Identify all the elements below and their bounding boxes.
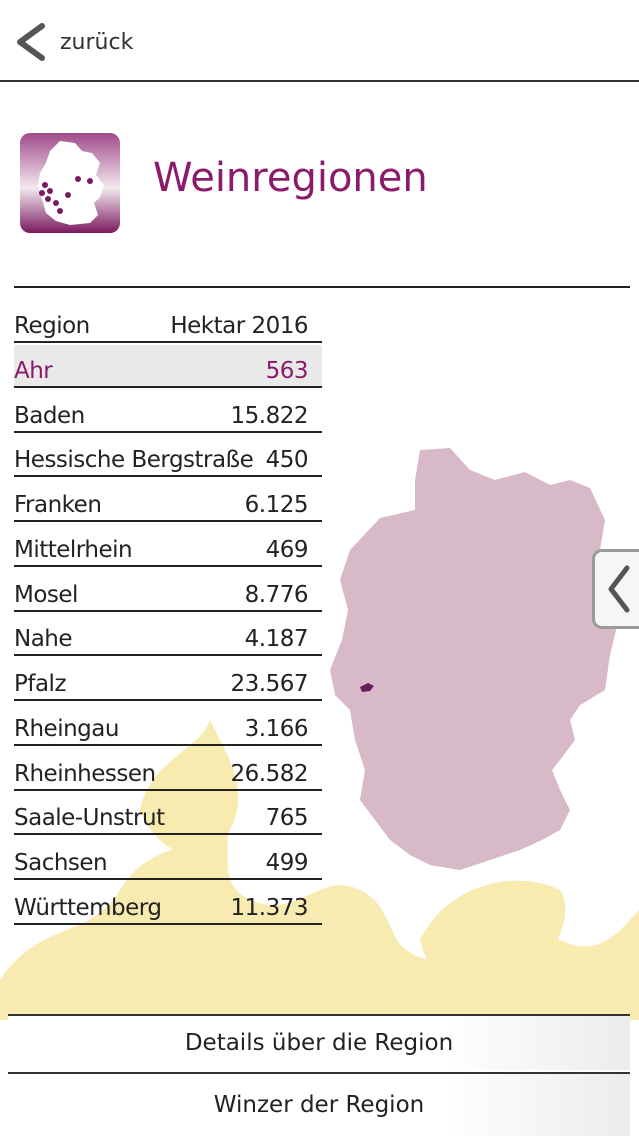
region-hectares: 26.582 (230, 760, 309, 787)
region-name: Württemberg (14, 894, 162, 921)
region-name: Ahr (14, 357, 53, 384)
table-row[interactable]: Rheinhessen 26.582 (14, 748, 322, 791)
top-bar: zurück (0, 0, 639, 82)
table-row[interactable]: Hessische Bergstraße 450 (14, 434, 322, 478)
table-row[interactable]: Württemberg 11.373 (14, 882, 322, 925)
region-name: Franken (14, 492, 102, 518)
region-name: Mosel (14, 581, 78, 608)
back-label: zurück (60, 29, 134, 55)
region-hectares: 6.125 (244, 492, 309, 518)
region-details-button[interactable]: Details über die Region (8, 1014, 630, 1070)
region-hectares: 450 (265, 447, 309, 474)
region-hectares: 765 (265, 805, 309, 832)
region-hectares: 499 (265, 850, 309, 876)
chevron-left-icon (17, 23, 45, 61)
region-name: Sachsen (14, 850, 108, 876)
table-row[interactable]: Baden 15.822 (14, 390, 322, 433)
region-name: Pfalz (14, 671, 67, 697)
region-hectares: 563 (265, 357, 309, 384)
region-hectares: 3.166 (244, 715, 309, 742)
region-hectares: 23.567 (230, 671, 309, 697)
table-row[interactable]: Saale-Unstrut 765 (14, 792, 322, 836)
region-name: Baden (14, 402, 85, 429)
side-panel-handle[interactable] (592, 549, 639, 629)
region-winemakers-button[interactable]: Winzer der Region (8, 1072, 630, 1136)
region-hectares: 469 (265, 536, 309, 563)
region-name: Rheingau (14, 715, 119, 742)
table-row[interactable]: Mittelrhein 469 (14, 524, 322, 567)
column-header-region: Region (14, 313, 90, 339)
region-name: Saale-Unstrut (14, 805, 165, 832)
region-hectares: 11.373 (230, 894, 309, 921)
table-row[interactable]: Pfalz 23.567 (14, 658, 322, 701)
vine-leaf-watermark (0, 720, 639, 1020)
region-hectares: 4.187 (244, 626, 309, 653)
wine-region-table: Region Hektar 2016 Ahr 563 Baden 15.822 … (14, 300, 322, 927)
region-name: Nahe (14, 626, 73, 653)
column-header-hectares: Hektar 2016 (170, 313, 308, 339)
region-hectares: 8.776 (244, 581, 309, 608)
region-name: Mittelrhein (14, 536, 133, 563)
table-row[interactable]: Franken 6.125 (14, 479, 322, 522)
chevron-left-icon (608, 565, 630, 613)
header-divider (14, 286, 630, 288)
table-row[interactable]: Rheingau 3.166 (14, 703, 322, 746)
region-hectares: 15.822 (230, 402, 309, 429)
page-title: Weinregionen (153, 155, 428, 201)
germany-map-icon (20, 133, 120, 233)
table-header-row: Region Hektar 2016 (14, 300, 322, 343)
region-name: Rheinhessen (14, 760, 156, 787)
table-row[interactable]: Ahr 563 (14, 344, 322, 388)
germany-map (330, 448, 616, 870)
table-row[interactable]: Mosel 8.776 (14, 569, 322, 612)
region-name: Hessische Bergstraße (14, 447, 254, 474)
back-button[interactable]: zurück (12, 22, 133, 62)
table-row[interactable]: Nahe 4.187 (14, 613, 322, 657)
table-row[interactable]: Sachsen 499 (14, 837, 322, 880)
